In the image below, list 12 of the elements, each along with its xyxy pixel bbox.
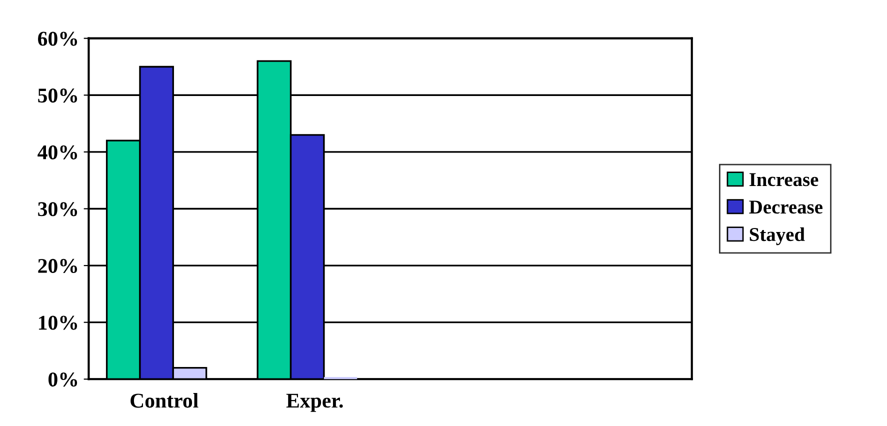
legend-label: Increase [750, 173, 818, 186]
y-tick-label: 10% [38, 316, 78, 330]
y-tick-label: 50% [38, 88, 78, 103]
y-tick-label: 20% [38, 258, 78, 274]
y-tick-label: 30% [38, 202, 78, 216]
x-tick-label: Exper. [286, 394, 343, 412]
x-tick-label: Control [130, 393, 198, 408]
y-tick-label: 60% [38, 32, 78, 46]
y-tick-label: 0% [48, 372, 78, 387]
y-tick-label: 40% [38, 145, 78, 160]
legend-label: Decrease [749, 200, 822, 214]
legend-label: Stayed [750, 227, 805, 246]
